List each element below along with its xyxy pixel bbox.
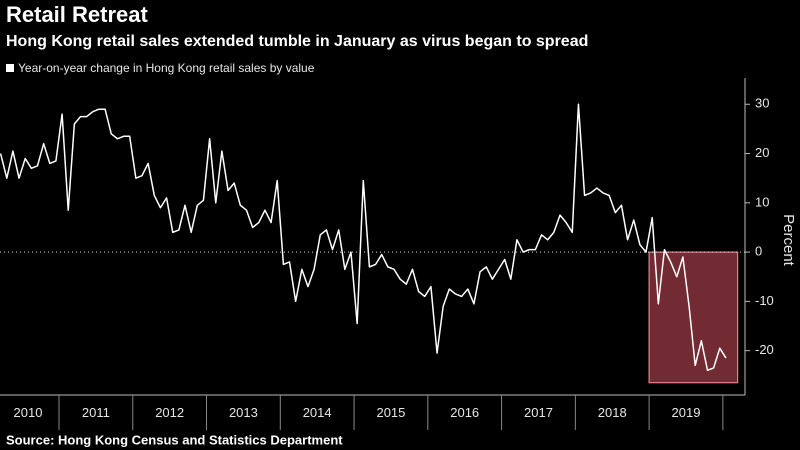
chart-title: Retail Retreat <box>6 2 149 27</box>
y-axis-label: Percent <box>780 214 797 267</box>
y-tick-label: -20 <box>755 342 774 357</box>
x-tick-label: 2010 <box>14 405 43 420</box>
y-tick-label: 0 <box>755 244 762 259</box>
y-tick-label: -10 <box>755 293 774 308</box>
x-tick-label: 2014 <box>303 405 332 420</box>
x-tick-label: 2019 <box>672 405 701 420</box>
x-tick-label: 2017 <box>524 405 553 420</box>
x-tick-label: 2018 <box>598 405 627 420</box>
legend-label: Year-on-year change in Hong Kong retail … <box>18 61 315 75</box>
y-tick-label: 10 <box>755 194 769 209</box>
y-tick-label: 20 <box>755 145 769 160</box>
chart-subtitle: Hong Kong retail sales extended tumble i… <box>6 33 588 50</box>
legend-swatch <box>6 64 14 72</box>
x-tick-label: 2016 <box>450 405 479 420</box>
x-tick-label: 2015 <box>376 405 405 420</box>
y-tick-label: 30 <box>755 96 769 111</box>
source: Source: Hong Kong Census and Statistics … <box>6 432 343 447</box>
x-tick-label: 2011 <box>82 405 110 420</box>
highlight-box <box>648 251 739 384</box>
x-tick-label: 2012 <box>155 405 184 420</box>
data-line <box>0 103 727 372</box>
x-tick-label: 2013 <box>229 405 258 420</box>
